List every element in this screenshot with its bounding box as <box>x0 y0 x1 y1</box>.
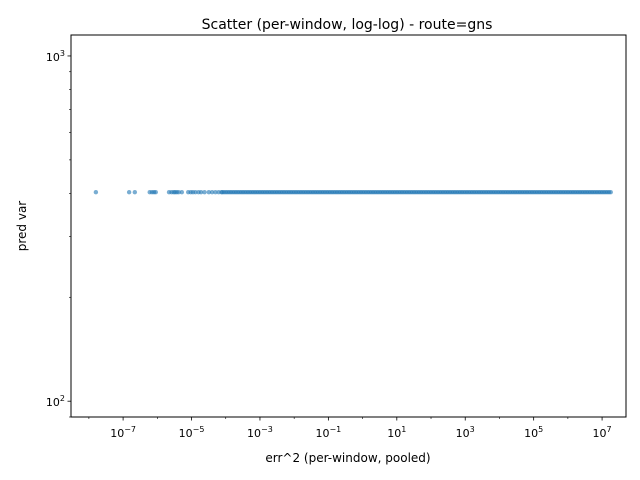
tick-label: 10−7 <box>110 425 136 440</box>
tick-label: 107 <box>593 425 612 440</box>
data-point <box>93 190 99 195</box>
x-axis-label: err^2 (per-window, pooled) <box>265 451 430 465</box>
data-point <box>198 190 204 195</box>
data-point <box>132 190 138 195</box>
tick-label: 10−5 <box>179 425 205 440</box>
data-point <box>213 190 218 195</box>
y-axis-ticks: 102 103 <box>46 49 71 418</box>
tick-label: 103 <box>456 425 475 440</box>
data-point <box>209 190 215 195</box>
data-point <box>126 190 132 195</box>
data-point <box>179 190 185 195</box>
data-point <box>206 190 212 195</box>
data-point <box>202 190 207 195</box>
plot-frame <box>70 34 627 418</box>
data-points <box>93 190 613 195</box>
tick-label: 101 <box>387 425 406 440</box>
tick-label: 105 <box>524 425 543 440</box>
tick-label: 102 <box>46 394 65 409</box>
tick-label: 10−3 <box>247 425 273 440</box>
tick-label: 10−1 <box>315 425 341 440</box>
data-point <box>608 190 613 195</box>
tick-label: 103 <box>46 49 65 64</box>
y-axis-label: pred var <box>15 201 29 252</box>
x-axis-ticks: 10−7 10−5 10−3 10−1 101 103 105 107 <box>88 417 612 440</box>
data-point <box>193 190 198 195</box>
data-point <box>176 190 181 195</box>
chart-title: Scatter (per-window, log-log) - route=gn… <box>202 17 493 33</box>
data-point <box>153 190 158 195</box>
